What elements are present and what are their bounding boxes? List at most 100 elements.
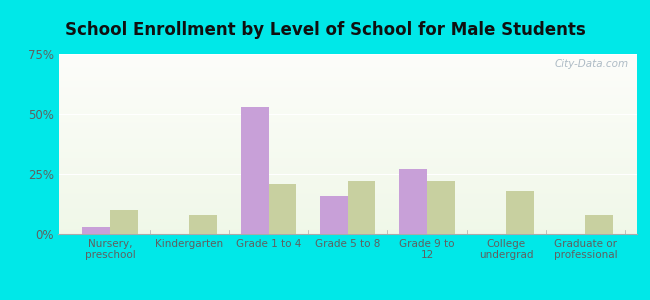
Bar	[58, 61, 637, 62]
Bar	[58, 174, 637, 175]
Bar	[58, 131, 637, 132]
Bar	[58, 183, 637, 184]
Bar	[58, 54, 637, 55]
Bar	[58, 88, 637, 89]
Bar	[58, 231, 637, 232]
Bar	[58, 91, 637, 92]
Bar	[58, 96, 637, 97]
Bar	[58, 63, 637, 64]
Bar	[58, 223, 637, 224]
Bar	[58, 172, 637, 173]
Bar	[58, 170, 637, 171]
Bar	[58, 144, 637, 145]
Bar	[58, 158, 637, 159]
Bar	[58, 85, 637, 86]
Bar	[58, 202, 637, 203]
Bar	[268, 184, 296, 234]
Bar	[58, 123, 637, 124]
Bar	[58, 107, 637, 108]
Bar	[58, 221, 637, 222]
Bar	[58, 101, 637, 102]
Bar	[58, 98, 637, 99]
Bar	[58, 220, 637, 221]
Bar	[58, 129, 637, 130]
Bar	[58, 78, 637, 79]
Bar	[58, 232, 637, 233]
Bar	[58, 156, 637, 157]
Bar	[58, 154, 637, 155]
Bar	[58, 188, 637, 189]
Bar	[58, 175, 637, 176]
Bar	[58, 228, 637, 229]
Bar	[58, 205, 637, 206]
Bar	[58, 157, 637, 158]
Bar	[58, 81, 637, 82]
Bar	[58, 204, 637, 205]
Bar	[189, 215, 217, 234]
Bar	[58, 146, 637, 147]
Bar	[58, 224, 637, 225]
Bar	[58, 89, 637, 90]
Bar	[58, 225, 637, 226]
Bar	[58, 120, 637, 121]
Bar	[58, 173, 637, 174]
Bar	[58, 60, 637, 61]
Bar	[58, 219, 637, 220]
Bar	[58, 151, 637, 152]
Bar	[58, 193, 637, 194]
Bar	[58, 137, 637, 138]
Bar	[58, 230, 637, 231]
Bar	[240, 107, 268, 234]
Bar	[399, 169, 427, 234]
Bar	[58, 166, 637, 167]
Bar	[58, 185, 637, 186]
Bar	[83, 227, 110, 234]
Bar	[58, 95, 637, 96]
Bar	[58, 171, 637, 172]
Bar	[58, 73, 637, 74]
Bar	[58, 163, 637, 164]
Bar	[58, 147, 637, 148]
Bar	[58, 106, 637, 107]
Bar	[58, 135, 637, 136]
Bar	[58, 127, 637, 128]
Bar	[58, 213, 637, 214]
Bar	[58, 149, 637, 150]
Bar	[58, 77, 637, 78]
Bar	[58, 76, 637, 77]
Bar	[58, 130, 637, 131]
Bar	[58, 167, 637, 168]
Bar	[58, 181, 637, 182]
Bar	[58, 216, 637, 217]
Bar	[58, 124, 637, 125]
Bar	[58, 111, 637, 112]
Bar	[58, 70, 637, 71]
Bar	[58, 117, 637, 118]
Bar	[58, 112, 637, 113]
Bar	[58, 90, 637, 91]
Bar	[58, 103, 637, 104]
Bar	[58, 83, 637, 84]
Bar	[58, 87, 637, 88]
Bar	[58, 62, 637, 63]
Bar	[58, 85, 637, 86]
Bar	[58, 203, 637, 204]
Bar	[58, 139, 637, 140]
Bar	[58, 121, 637, 122]
Bar	[58, 113, 637, 114]
Bar	[58, 202, 637, 203]
Bar	[58, 148, 637, 149]
Bar	[348, 181, 376, 234]
Bar	[58, 199, 637, 200]
Bar	[58, 164, 637, 165]
Bar	[58, 57, 637, 58]
Bar	[58, 128, 637, 129]
Text: City-Data.com: City-Data.com	[554, 59, 629, 69]
Bar	[58, 194, 637, 195]
Bar	[58, 140, 637, 141]
Bar	[58, 162, 637, 163]
Bar	[58, 209, 637, 210]
Bar	[58, 182, 637, 183]
Bar	[58, 116, 637, 117]
Bar	[58, 207, 637, 208]
